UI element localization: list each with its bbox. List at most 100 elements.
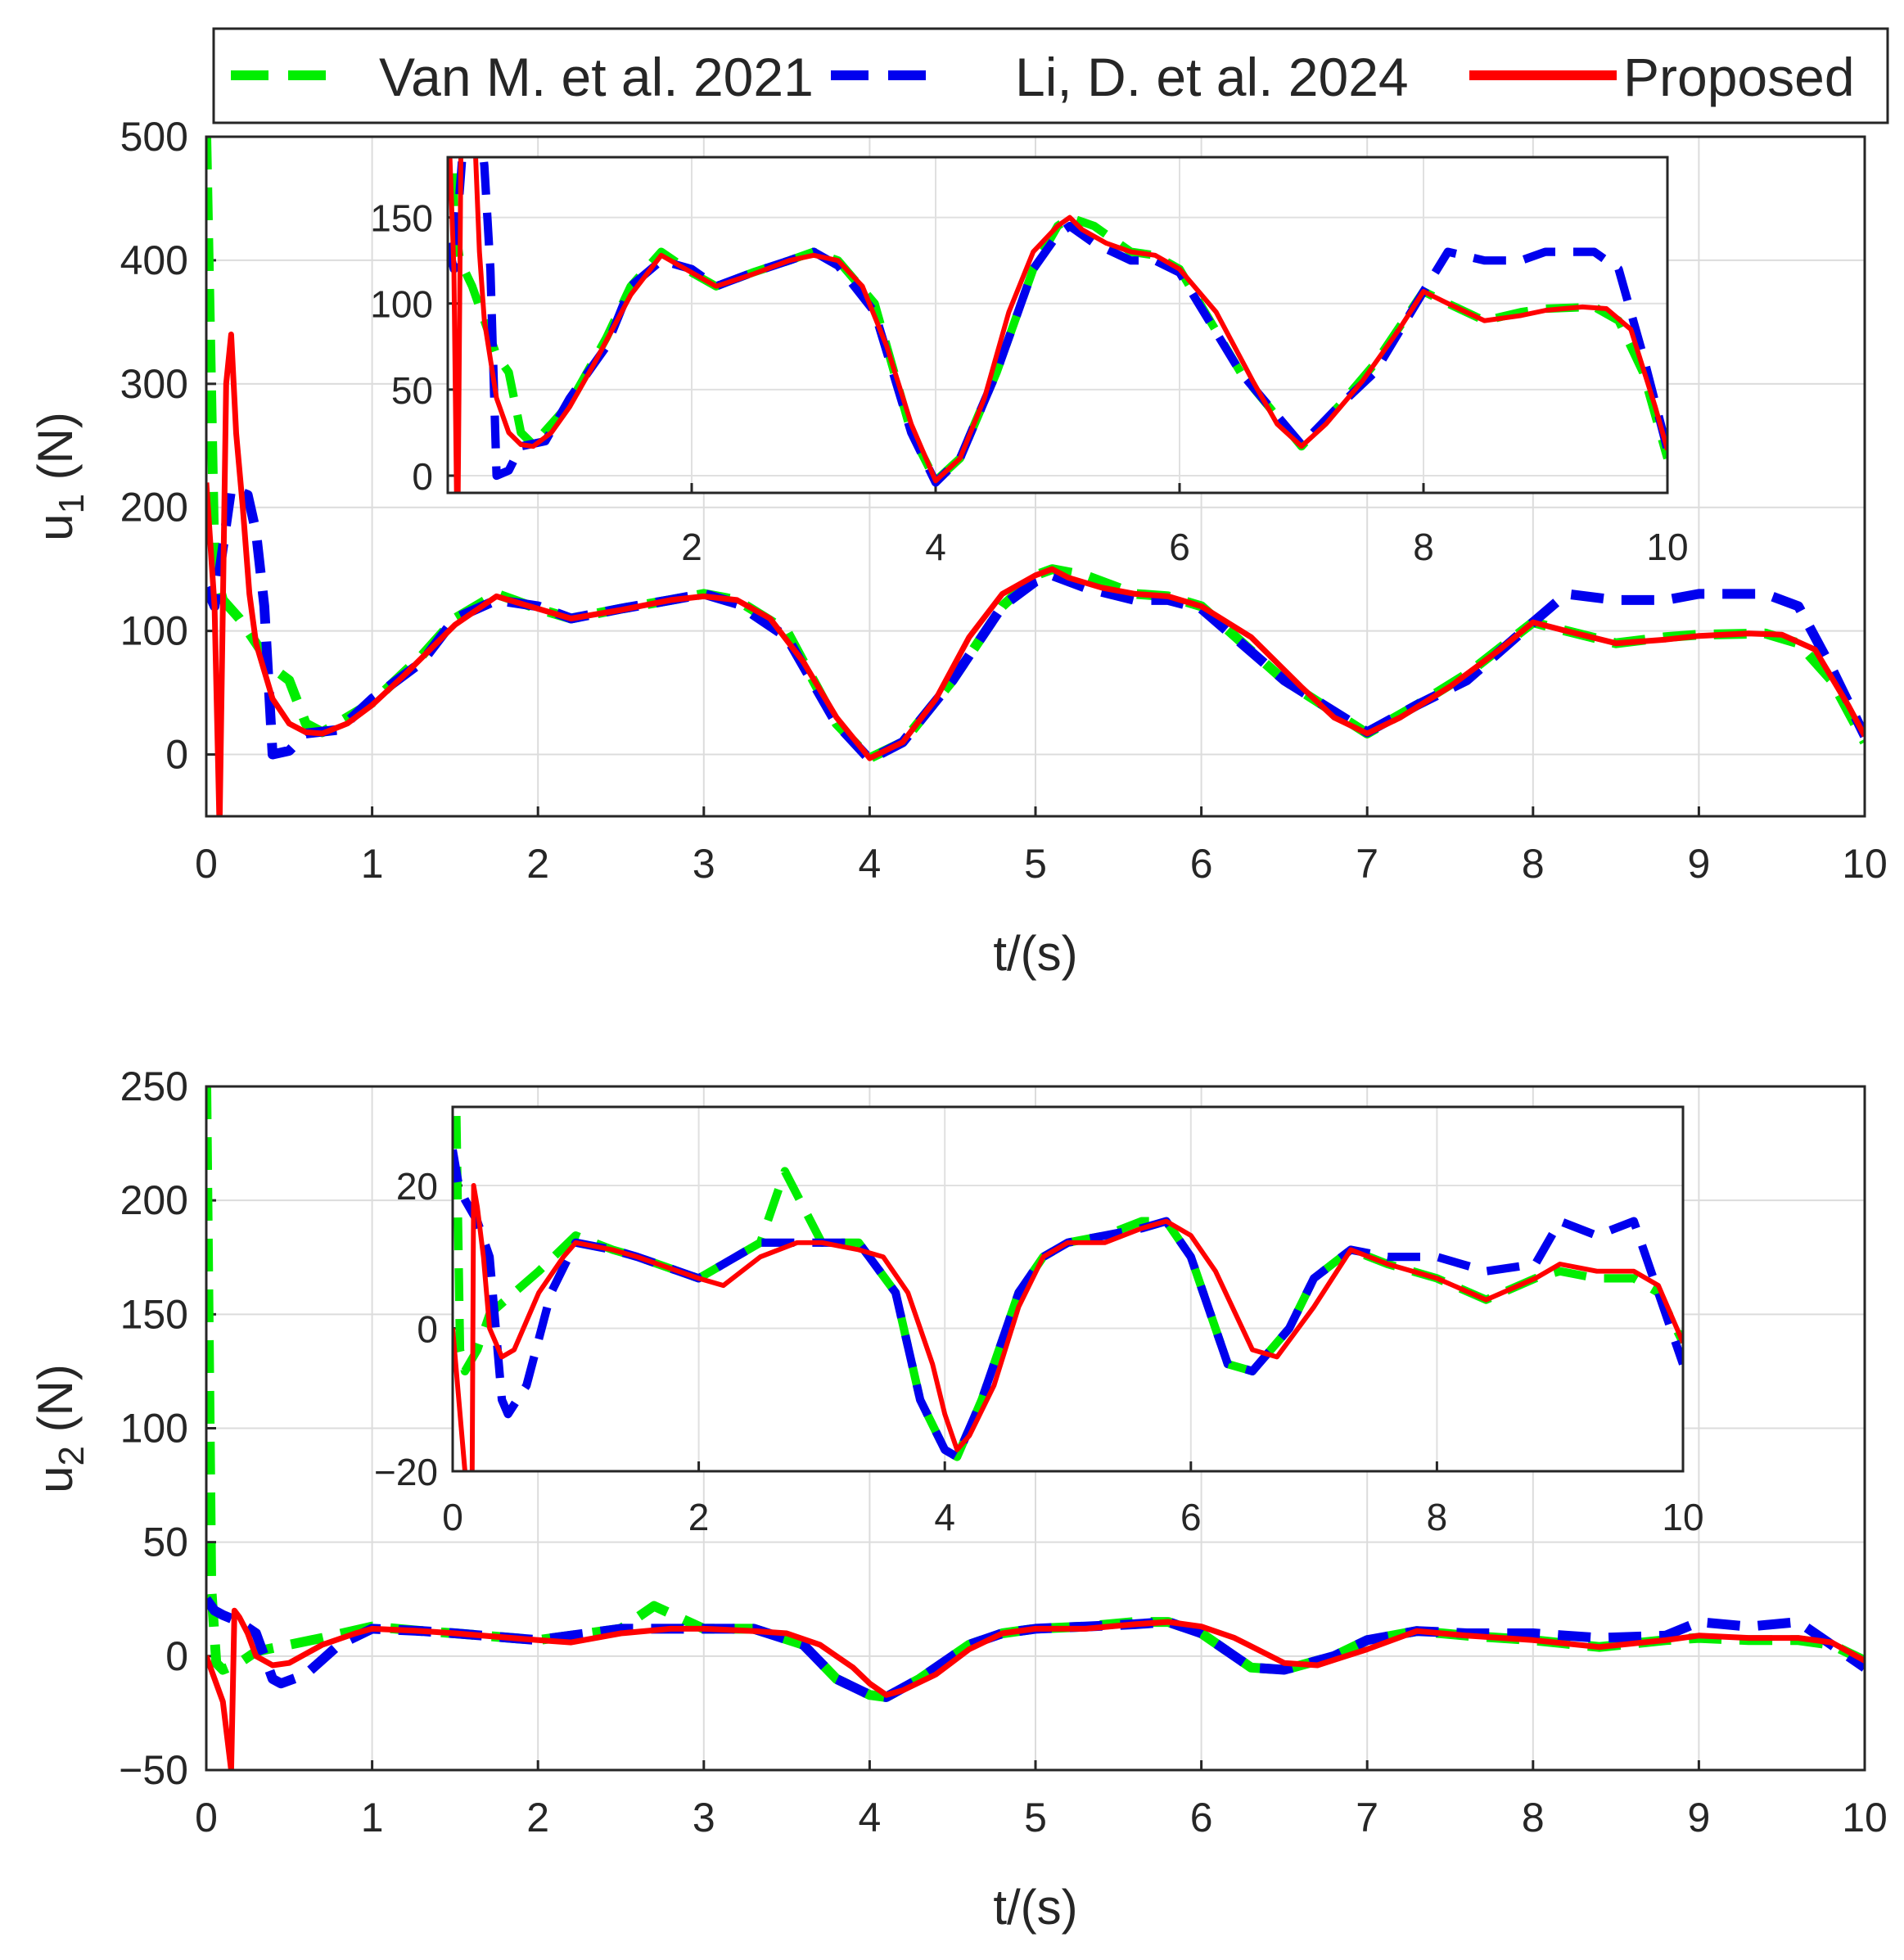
u1-x-tick-label: 2 bbox=[526, 841, 549, 887]
u1-inset-grid bbox=[448, 157, 1669, 493]
u1-inset-y-tick-label: 50 bbox=[391, 369, 433, 412]
u1-series-li bbox=[206, 484, 1865, 765]
u2-inset-x-tick-label: 8 bbox=[1427, 1496, 1448, 1538]
u2-x-tick-label: 5 bbox=[1024, 1795, 1047, 1840]
u1-axes-frame bbox=[205, 135, 1866, 818]
u2-x-tick-labels: 0 1 2 3 4 5 6 7 8 9 10 bbox=[195, 1795, 1888, 1840]
u1-x-tick-label: 4 bbox=[858, 841, 881, 887]
u2-y-tick-label: 0 bbox=[165, 1633, 188, 1679]
u1-y-tick-labels: 0 100 200 300 400 500 bbox=[120, 114, 188, 778]
legend-label-proposed: Proposed bbox=[1623, 47, 1855, 107]
u2-y-tick-label: 200 bbox=[120, 1177, 188, 1223]
u1-inset-x-tick-label: 8 bbox=[1413, 526, 1434, 568]
u1-ylabel-sub: 1 bbox=[52, 494, 92, 513]
u1-inset-y-tick-label: 0 bbox=[412, 455, 433, 498]
u1-inset-x-tick-labels: 2 4 6 8 10 bbox=[681, 526, 1688, 568]
u2-y-tick-label: −50 bbox=[119, 1747, 188, 1793]
u1-ylabel-main: u bbox=[28, 514, 83, 541]
u1-y-tick-label: 300 bbox=[120, 361, 188, 407]
u2-ylabel-main: u bbox=[28, 1466, 83, 1493]
u2-inset-y-tick-label: 20 bbox=[396, 1165, 438, 1208]
u2-y-tick-label: 100 bbox=[120, 1406, 188, 1452]
u1-x-tick-label: 5 bbox=[1024, 841, 1047, 887]
u1-x-tick-label: 9 bbox=[1687, 841, 1710, 887]
u1-inset-frame bbox=[446, 156, 1669, 495]
u1-x-tick-label: 0 bbox=[195, 841, 218, 887]
u2-y-tick-labels: −50 0 50 100 150 200 250 bbox=[119, 1064, 188, 1793]
u2-x-tick-label: 3 bbox=[693, 1795, 715, 1840]
u2-inset-y-tick-label: −20 bbox=[374, 1451, 438, 1493]
u2-x-tick-label: 10 bbox=[1842, 1795, 1888, 1840]
svg-text:u1 (N): u1 (N) bbox=[28, 412, 92, 541]
u1-y-tick-label: 0 bbox=[165, 732, 188, 778]
u2-series bbox=[206, 1086, 1865, 1770]
u1-x-tick-label: 10 bbox=[1842, 841, 1888, 887]
u1-inset-y-tick-label: 150 bbox=[370, 197, 433, 240]
u1-x-tick-label: 3 bbox=[693, 841, 715, 887]
u2-inset-series-proposed bbox=[453, 1183, 1683, 1471]
u2-inset-frame bbox=[451, 1105, 1685, 1473]
u2-inset-background bbox=[453, 1107, 1683, 1471]
u2-y-tick-label: 150 bbox=[120, 1291, 188, 1337]
u2-y-axis-label: u2 (N) bbox=[28, 1364, 92, 1493]
u2-ylabel-sub: 2 bbox=[52, 1446, 92, 1465]
svg-text:u2 (N): u2 (N) bbox=[28, 1364, 92, 1493]
u1-inset-x-tick-label: 6 bbox=[1169, 526, 1190, 568]
u2-series-proposed bbox=[206, 1607, 1865, 1770]
u2-inset-x-tick-label: 10 bbox=[1662, 1496, 1703, 1538]
u2-x-tick-label: 2 bbox=[526, 1795, 549, 1840]
u2-ylabel-unit: (N) bbox=[28, 1364, 83, 1446]
u2-series-li bbox=[206, 1596, 1865, 1702]
u2-x-tick-label: 7 bbox=[1356, 1795, 1378, 1840]
u1-inset-background bbox=[448, 157, 1667, 493]
u1-inset-x-tick-label: 10 bbox=[1646, 526, 1688, 568]
u2-x-tick-label: 6 bbox=[1190, 1795, 1213, 1840]
u2-inset-x-tick-label: 0 bbox=[442, 1496, 463, 1538]
u1-y-axis-label: u1 (N) bbox=[28, 412, 92, 541]
legend-label-van: Van M. et al. 2021 bbox=[379, 47, 814, 107]
u2-x-tick-label: 4 bbox=[858, 1795, 881, 1840]
u1-y-tick-label: 400 bbox=[120, 237, 188, 283]
u1-inset-y-tick-label: 100 bbox=[370, 283, 433, 326]
u2-inset-series-li bbox=[453, 1149, 1683, 1461]
u2-y-tick-label: 50 bbox=[142, 1520, 188, 1565]
u1-y-tick-label: 500 bbox=[120, 114, 188, 160]
u2-x-tick-label: 8 bbox=[1522, 1795, 1545, 1840]
u1-inset-series bbox=[448, 157, 1667, 493]
u2-inset-x-tick-labels: 0 2 4 6 8 10 bbox=[442, 1496, 1703, 1538]
legend: Van M. et al. 2021 Li, D. et al. 2024 Pr… bbox=[212, 27, 1889, 124]
u1-x-axis-label: t/(s) bbox=[993, 926, 1077, 981]
u1-x-tick-label: 6 bbox=[1190, 841, 1213, 887]
u2-x-tick-label: 1 bbox=[361, 1795, 384, 1840]
u1-x-tick-label: 1 bbox=[361, 841, 384, 887]
u1-series-proposed bbox=[206, 332, 1865, 816]
u1-x-tick-label: 7 bbox=[1356, 841, 1378, 887]
u2-inset-y-tick-labels: −20 0 20 bbox=[374, 1165, 438, 1493]
u1-x-tick-labels: 0 1 2 3 4 5 6 7 8 9 10 bbox=[195, 841, 1888, 887]
u1-y-tick-label: 100 bbox=[120, 608, 188, 654]
u1-ylabel-unit: (N) bbox=[28, 412, 83, 494]
u2-y-tick-label: 250 bbox=[120, 1064, 188, 1109]
u2-inset-series bbox=[453, 1107, 1683, 1471]
u1-series bbox=[206, 137, 1865, 816]
u1-inset-y-tick-labels: 0 50 100 150 bbox=[370, 197, 433, 498]
u1-inset: 2 4 6 8 10 0 50 100 150 bbox=[370, 156, 1689, 568]
legend-label-li: Li, D. et al. 2024 bbox=[1015, 47, 1409, 107]
u2-x-axis-label: t/(s) bbox=[993, 1880, 1077, 1935]
u1-y-tick-label: 200 bbox=[120, 485, 188, 531]
u2-inset-x-tick-label: 4 bbox=[934, 1496, 955, 1538]
u1-inset-x-tick-label: 4 bbox=[925, 526, 946, 568]
u1-x-tick-label: 8 bbox=[1522, 841, 1545, 887]
u2-inset-x-tick-label: 2 bbox=[688, 1496, 710, 1538]
u2-x-tick-label: 0 bbox=[195, 1795, 218, 1840]
u1-inset-series-proposed bbox=[448, 157, 1667, 493]
u2-inset-y-tick-label: 0 bbox=[417, 1307, 438, 1350]
u2-axes-frame bbox=[205, 1085, 1866, 1772]
u1-inset-x-tick-label: 2 bbox=[681, 526, 702, 568]
u2-inset-x-tick-label: 6 bbox=[1180, 1496, 1202, 1538]
u2-x-tick-label: 9 bbox=[1687, 1795, 1710, 1840]
